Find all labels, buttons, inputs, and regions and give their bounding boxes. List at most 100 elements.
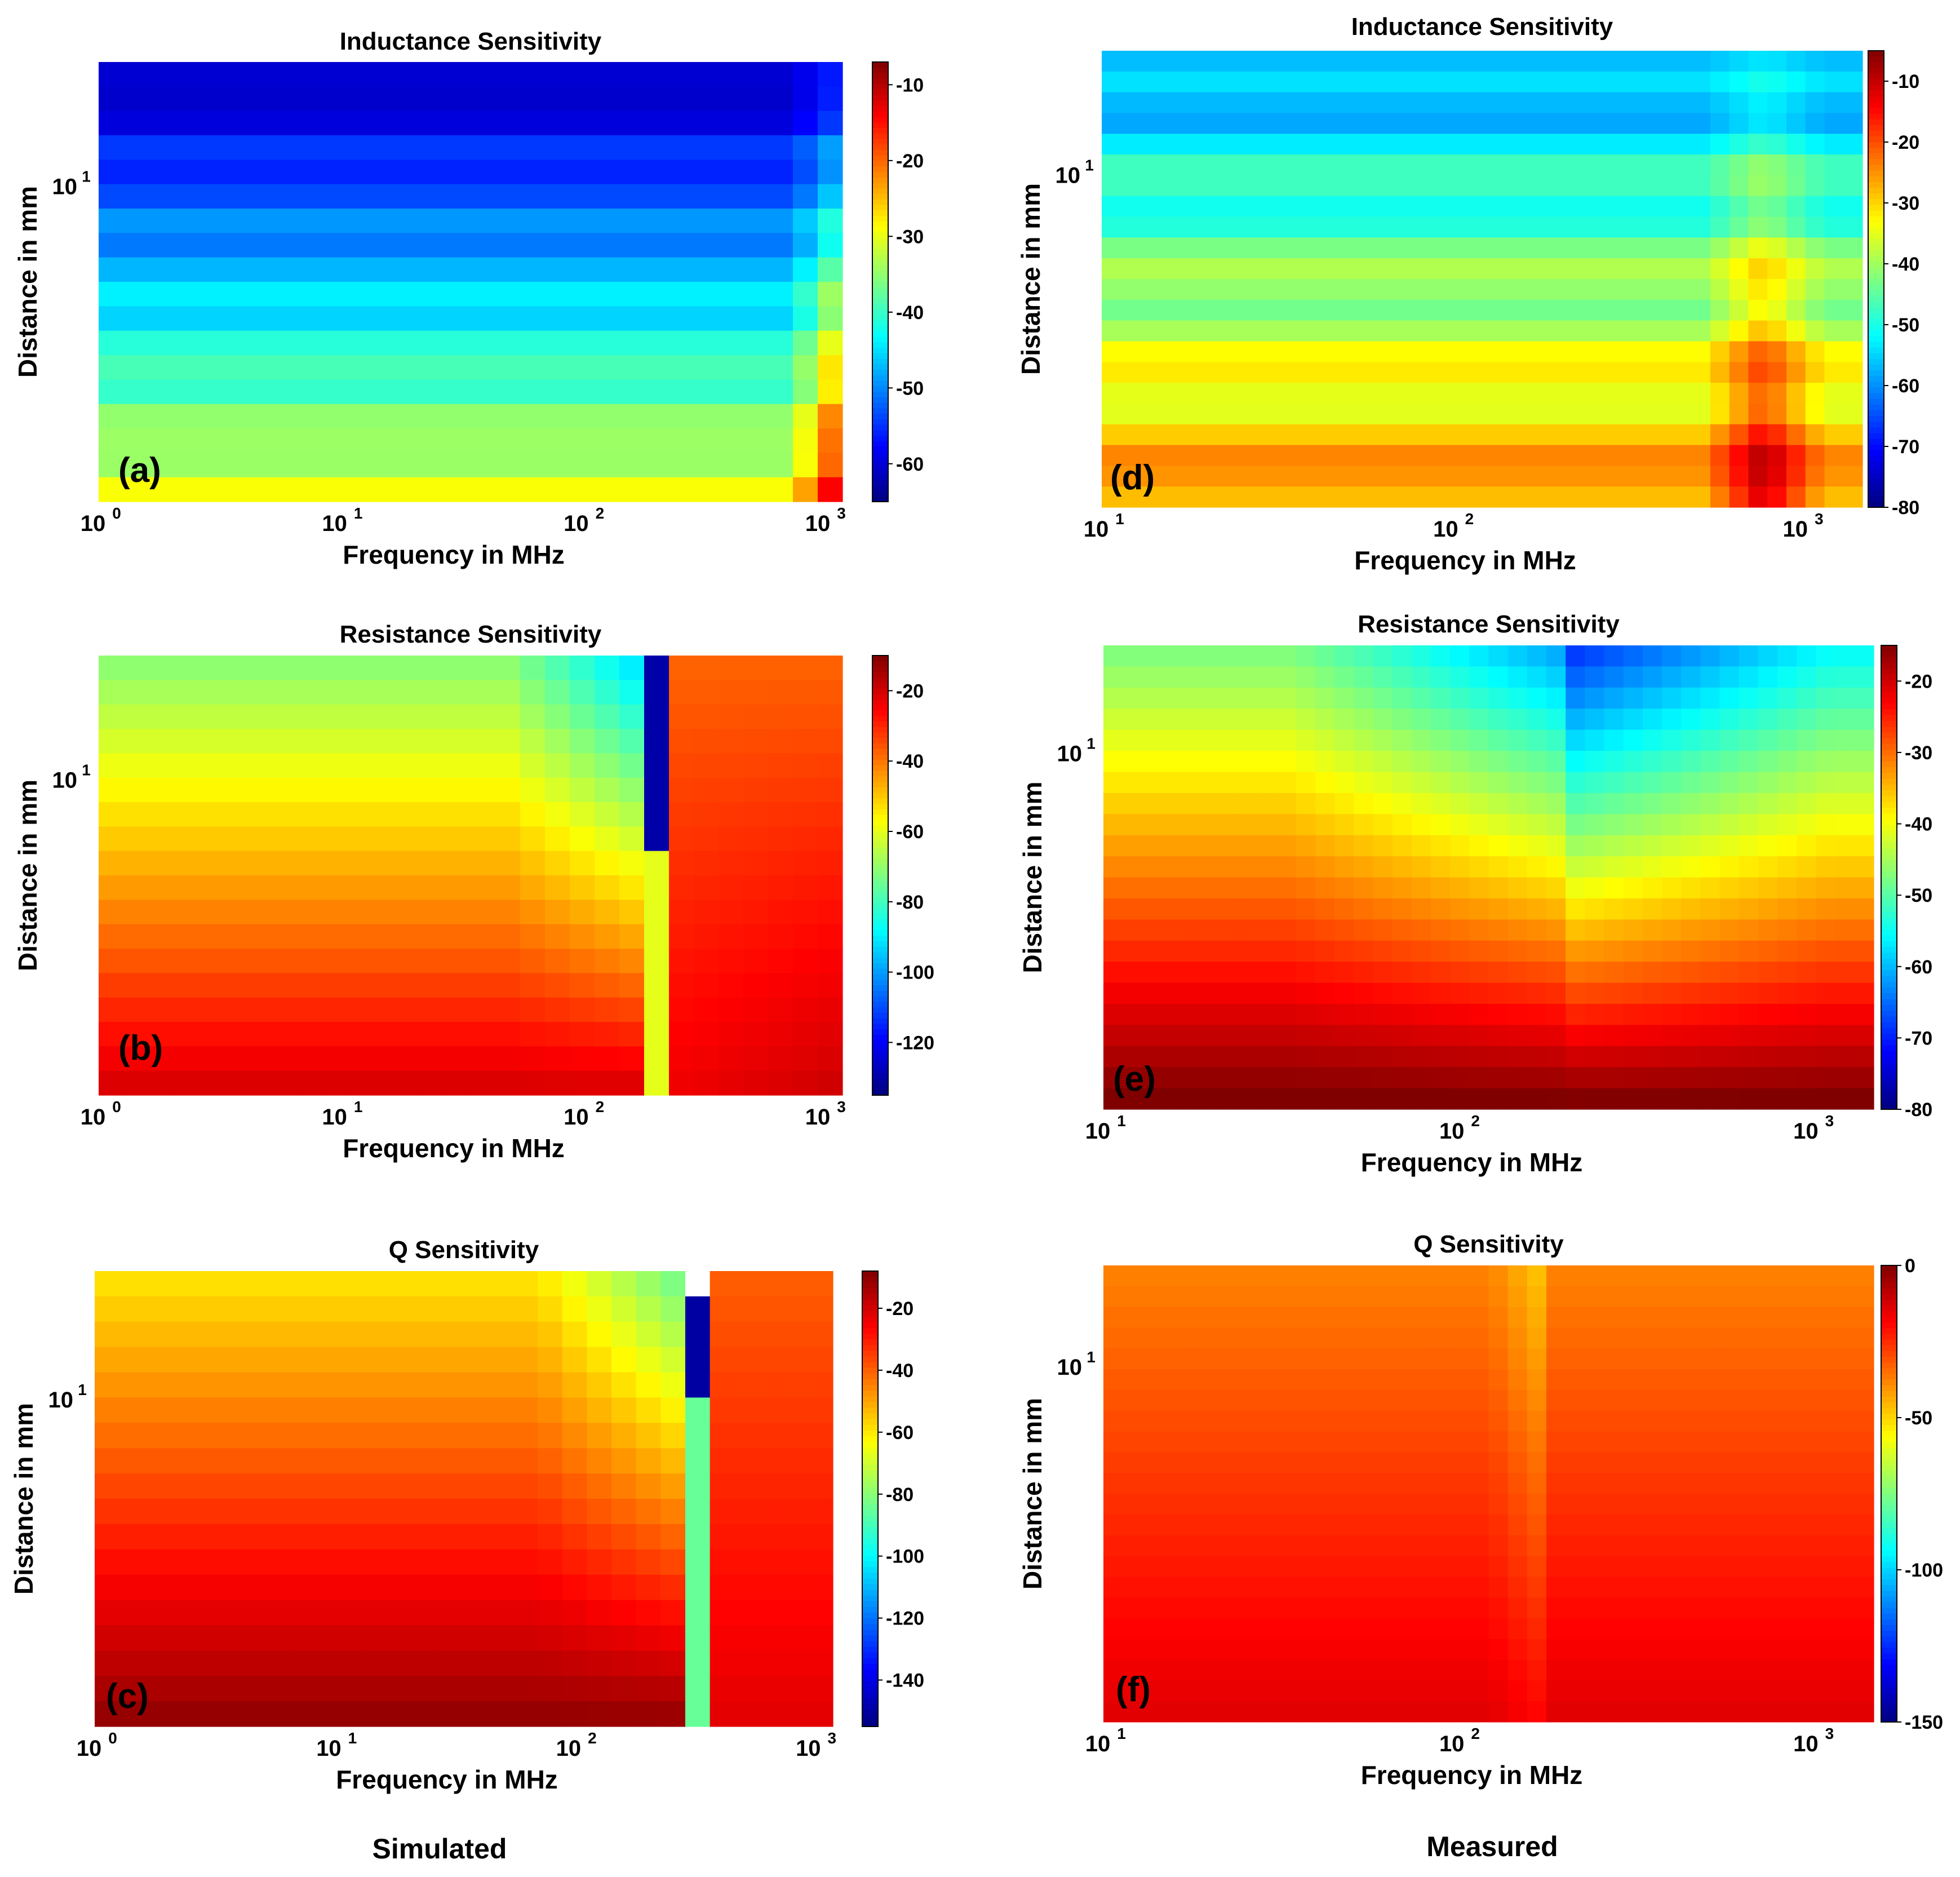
heatmap-cell [1450, 1046, 1470, 1068]
heatmap-cell [1739, 1410, 1759, 1432]
colorbar-tick-label: -40 [886, 1360, 914, 1382]
heatmap-cell [1444, 196, 1464, 218]
heatmap-cell [340, 1600, 366, 1626]
heatmap-cell [1315, 1577, 1335, 1598]
heatmap-cell [1634, 237, 1654, 259]
heatmap-cell [1238, 1577, 1258, 1598]
heatmap-cell [611, 1650, 637, 1676]
heatmap-cell [1539, 134, 1559, 155]
colorbar-segment [1881, 1716, 1897, 1723]
colorbar-segment [862, 1624, 878, 1630]
heatmap-cell [743, 924, 769, 949]
heatmap-cell [1501, 403, 1521, 425]
heatmap-cell [421, 86, 446, 112]
heatmap-cell [1349, 237, 1369, 259]
heatmap-cell [1161, 1597, 1181, 1619]
heatmap-cell [1546, 1659, 1566, 1681]
heatmap-cell [148, 404, 174, 429]
heatmap-cell [1797, 1597, 1817, 1619]
heatmap-cell [1854, 1410, 1874, 1432]
heatmap-cell [1373, 962, 1393, 984]
heatmap-cell [619, 802, 645, 827]
colorbar-segment [872, 864, 888, 870]
colorbar-segment [872, 831, 888, 838]
heatmap-cell [1103, 962, 1123, 984]
colorbar-segment [1881, 1624, 1897, 1631]
heatmap-cell [1330, 154, 1350, 176]
heatmap-cell [1161, 729, 1181, 751]
heatmap-cell [1642, 814, 1662, 836]
heatmap-cell [1546, 835, 1566, 857]
heatmap-cell [1180, 793, 1200, 814]
colorbar-segment [1881, 993, 1897, 1000]
heatmap-cell [1700, 962, 1720, 984]
heatmap-cell [1719, 1307, 1740, 1329]
heatmap-cell [818, 924, 843, 949]
heatmap-cell [1276, 751, 1297, 773]
heatmap-cell [1719, 1369, 1740, 1391]
colorbar-segment [1868, 467, 1884, 473]
heatmap-cell [168, 1271, 194, 1297]
heatmap-cell [1315, 1327, 1335, 1349]
heatmap-cell [719, 680, 744, 705]
heatmap-cell [123, 1070, 149, 1096]
heatmap-cell [1238, 666, 1258, 688]
heatmap-cell [619, 949, 645, 973]
heatmap-cell [1334, 877, 1354, 899]
heatmap-cell [1411, 709, 1431, 731]
colorbar-segment [1881, 900, 1897, 907]
heatmap-cell [1161, 666, 1181, 688]
heatmap-cell [562, 1524, 587, 1550]
heatmap-cell [1729, 216, 1749, 238]
heatmap-cell [1411, 1389, 1431, 1411]
heatmap-cell [464, 1676, 489, 1702]
heatmap-cell [223, 404, 248, 429]
heatmap-cell [570, 656, 595, 680]
heatmap-cell [123, 900, 149, 925]
heatmap-cell [562, 1574, 587, 1601]
heatmap-cell [1729, 466, 1749, 487]
heatmap-cell [1558, 196, 1578, 218]
heatmap-cell [464, 1423, 489, 1449]
heatmap-cell [396, 680, 422, 705]
heatmap-cell [223, 306, 248, 331]
heatmap-cell [1710, 445, 1730, 466]
heatmap-cell [1642, 1701, 1662, 1723]
heatmap-cell [513, 1321, 538, 1348]
colorbar-segment [1881, 1664, 1897, 1671]
heatmap-cell [316, 1650, 342, 1676]
heatmap-cell [783, 1347, 809, 1373]
heatmap-cell [1354, 1389, 1374, 1411]
heatmap-cell [267, 1347, 292, 1373]
heatmap-cell [595, 330, 620, 356]
heatmap-cell [1520, 299, 1540, 321]
heatmap-cell [1748, 299, 1768, 321]
colorbar-segment [862, 1606, 878, 1613]
heatmap-cell [471, 135, 496, 160]
heatmap-cell [1102, 299, 1121, 321]
heatmap-cell [1719, 793, 1740, 814]
heatmap-cell [471, 656, 496, 680]
colorbar-tick-label: 0 [1905, 1255, 1915, 1277]
heatmap-cell [1719, 982, 1740, 1004]
heatmap-cell [570, 802, 595, 827]
heatmap-cell [1354, 962, 1374, 984]
heatmap-cell [1199, 1286, 1220, 1308]
heatmap-cell [1482, 403, 1502, 425]
heatmap-cell [1566, 1067, 1585, 1089]
heatmap-cell [446, 875, 471, 900]
heatmap-cell [1373, 1701, 1393, 1723]
heatmap-cell [1623, 1003, 1643, 1025]
colorbar-segment [872, 809, 888, 816]
heatmap-cell [1786, 92, 1806, 114]
heatmap-cell [818, 997, 843, 1022]
heatmap-cell [1566, 751, 1585, 773]
heatmap-cell [218, 1574, 243, 1601]
heatmap-cell [223, 209, 248, 233]
heatmap-cell [1469, 729, 1489, 751]
heatmap-cell [1577, 237, 1597, 259]
heatmap-cell [1604, 1535, 1624, 1557]
heatmap-cell [1843, 320, 1863, 342]
heatmap-cell [144, 1448, 169, 1474]
colorbar-segment [1868, 444, 1884, 451]
